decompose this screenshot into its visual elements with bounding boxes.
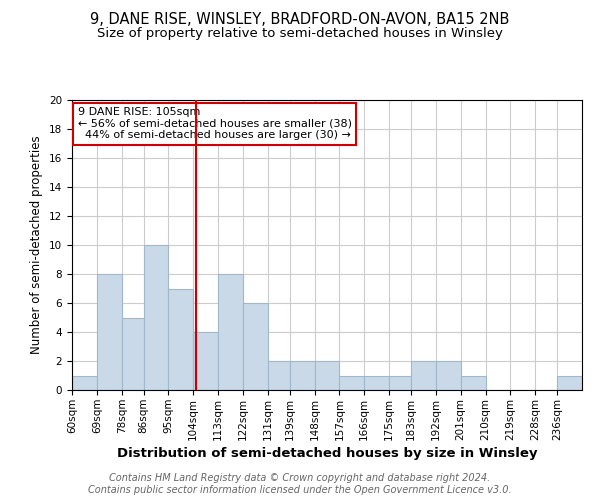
Bar (314, 361, 340, 390)
Bar (218, 274, 243, 390)
Bar (290, 361, 314, 390)
Bar (72, 376, 97, 390)
Bar (193, 332, 218, 390)
Bar (411, 361, 436, 390)
Bar (97, 274, 122, 390)
Bar (268, 361, 290, 390)
Bar (436, 361, 461, 390)
Bar (340, 376, 364, 390)
Text: Contains HM Land Registry data © Crown copyright and database right 2024.
Contai: Contains HM Land Registry data © Crown c… (88, 474, 512, 495)
Text: 9 DANE RISE: 105sqm
← 56% of semi-detached houses are smaller (38)
  44% of semi: 9 DANE RISE: 105sqm ← 56% of semi-detach… (77, 108, 352, 140)
X-axis label: Distribution of semi-detached houses by size in Winsley: Distribution of semi-detached houses by … (117, 446, 537, 460)
Text: 9, DANE RISE, WINSLEY, BRADFORD-ON-AVON, BA15 2NB: 9, DANE RISE, WINSLEY, BRADFORD-ON-AVON,… (91, 12, 509, 28)
Bar (122, 318, 143, 390)
Bar (461, 376, 485, 390)
Bar (557, 376, 582, 390)
Y-axis label: Number of semi-detached properties: Number of semi-detached properties (31, 136, 43, 354)
Bar (143, 245, 169, 390)
Bar (389, 376, 411, 390)
Text: Size of property relative to semi-detached houses in Winsley: Size of property relative to semi-detach… (97, 28, 503, 40)
Bar (364, 376, 389, 390)
Bar (243, 303, 268, 390)
Bar (169, 288, 193, 390)
